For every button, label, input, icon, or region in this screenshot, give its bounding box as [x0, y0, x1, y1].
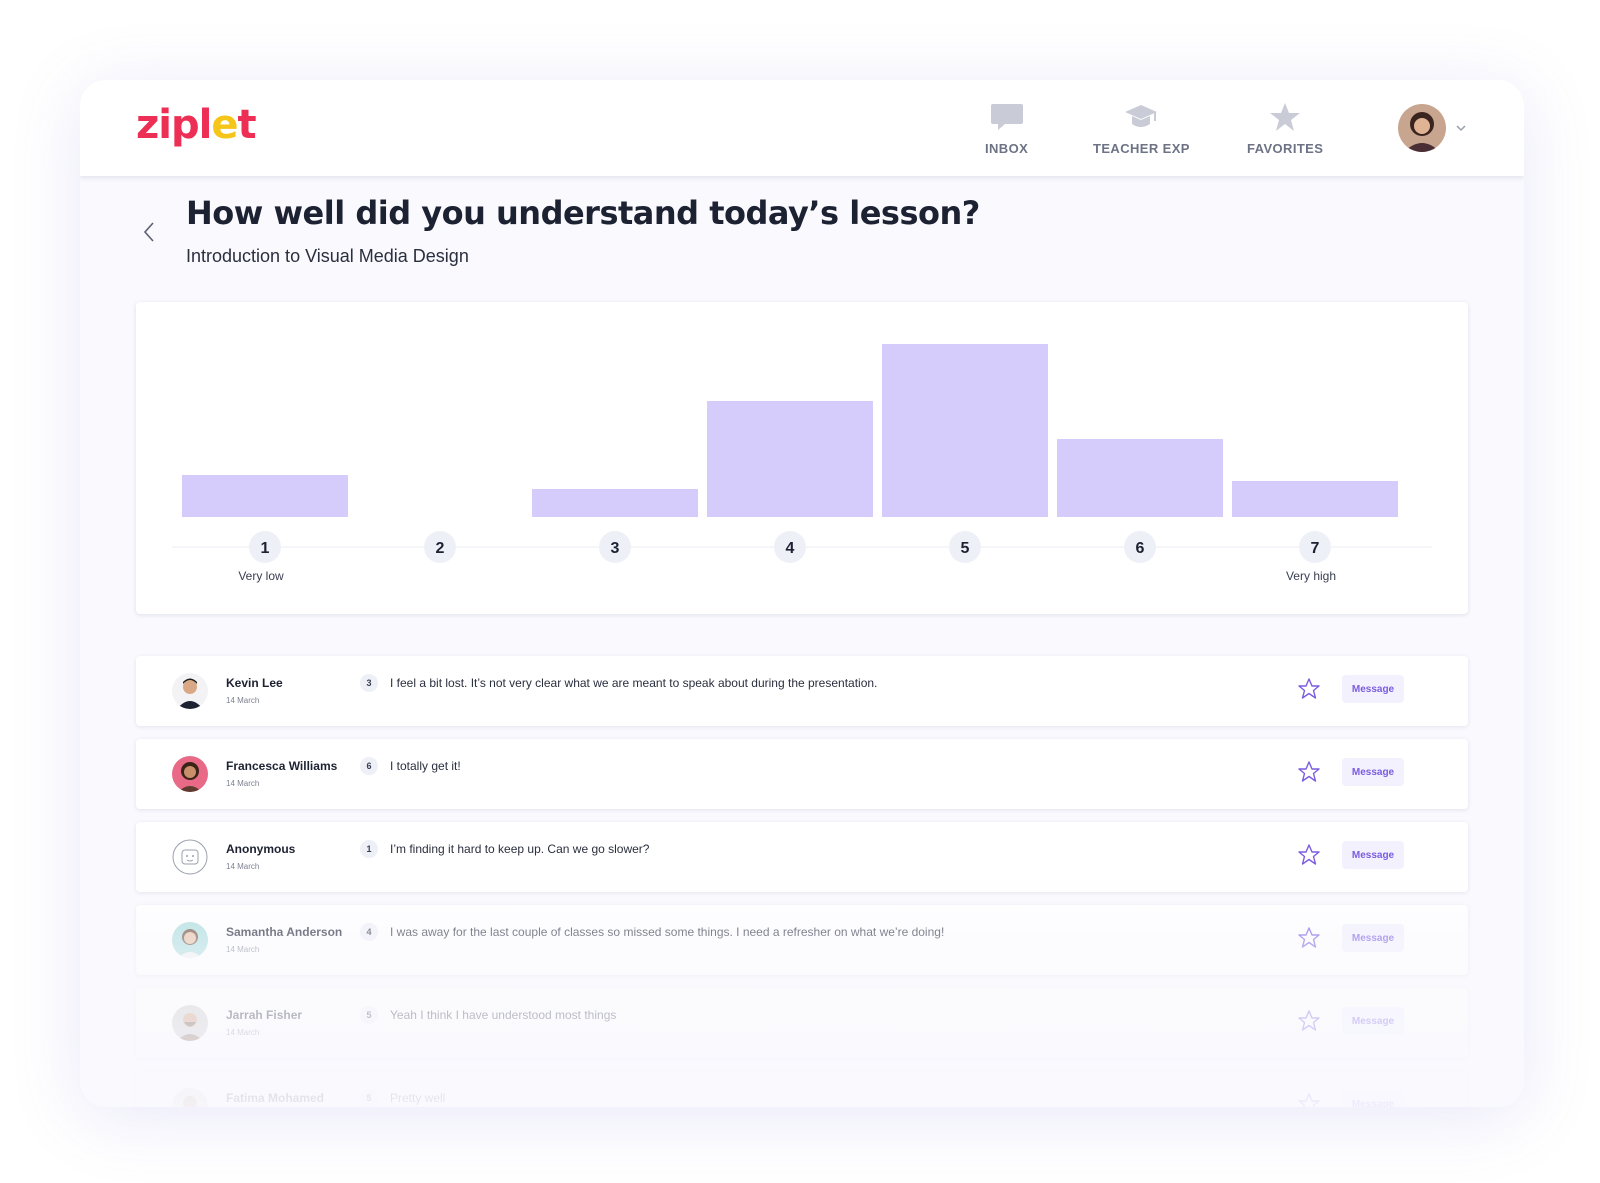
response-row: Samantha Anderson 14 March 4 I was away for…: [136, 905, 1468, 975]
nav-teacher-exp[interactable]: TEACHER EXP: [1093, 102, 1190, 156]
response-date: 14 March: [226, 945, 260, 954]
response-comment: Pretty well: [390, 1091, 446, 1105]
rating-histogram: 1 Very low 2 3 4 5 6 7 Very high: [172, 344, 1432, 583]
message-button[interactable]: Message: [1342, 924, 1404, 952]
scale-label-7: Very high: [1286, 569, 1336, 583]
user-avatar: [1398, 104, 1446, 152]
scale-point-2: [424, 531, 456, 563]
response-list: Kevin Lee 14 March 3 I feel a bit lost. It’…: [136, 656, 1468, 1107]
response-date: 14 March: [226, 1028, 260, 1037]
response-comment: I’m finding it hard to keep up. Can we g…: [390, 842, 650, 856]
response-row: Francesca Williams 14 March 6 I totally get…: [136, 739, 1468, 809]
respondent-avatar: [172, 756, 208, 792]
scale-point-5: [949, 531, 981, 563]
rating-histogram-card: 1 Very low 2 3 4 5 6 7 Very high: [136, 302, 1468, 614]
scale-point-4: [774, 531, 806, 563]
response-date: 14 March: [226, 696, 260, 705]
tick-label-1: 1: [261, 540, 270, 557]
ziplet-logo[interactable]: ziplet: [136, 102, 257, 148]
response-score-badge: 5: [360, 1006, 378, 1024]
respondent-name: Samantha Anderson: [226, 925, 343, 939]
respondent-avatar: [172, 1088, 208, 1107]
bar-5[interactable]: [882, 344, 1048, 517]
respondent-name: Jarrah Fisher: [226, 1008, 303, 1022]
nav-favorites-label: FAVORITES: [1247, 141, 1324, 156]
profile-menu[interactable]: [1398, 104, 1468, 152]
response-row: Fatima Mohamed14 March5Pretty wellMessag…: [136, 1071, 1468, 1107]
logo-accent: e: [211, 102, 238, 148]
response-row: Jarrah Fisher 14 March 5 Yeah I think I hav…: [136, 988, 1468, 1058]
chevron-down-icon: [1456, 125, 1466, 132]
response-score-badge: 5: [360, 1089, 378, 1107]
scale-point-1: [249, 531, 281, 563]
page-title: How well did you understand today’s less…: [186, 194, 980, 232]
tick-label-4: 4: [786, 540, 795, 557]
message-button[interactable]: Message: [1342, 758, 1404, 786]
respondent-avatar: [172, 839, 208, 875]
respondent-name: Francesca Williams: [226, 759, 338, 773]
bar-3[interactable]: [532, 489, 698, 517]
tick-label-3: 3: [611, 540, 620, 557]
nav-inbox[interactable]: INBOX: [985, 102, 1028, 156]
respondent-name: Kevin Lee: [226, 676, 283, 690]
top-navigation-bar: ziplet INBOX TEACHER EXP FAVORITES: [80, 80, 1524, 176]
message-button[interactable]: Message: [1342, 1090, 1404, 1107]
response-row: Anonymous 14 March 1 I’m finding it hard to…: [136, 822, 1468, 892]
favorite-star-icon[interactable]: [1296, 676, 1322, 702]
page-subtitle: Introduction to Visual Media Design: [186, 246, 469, 266]
respondent-avatar: [172, 1005, 208, 1041]
response-comment: I was away for the last couple of classe…: [390, 925, 945, 939]
respondent-name: Fatima Mohamed: [226, 1091, 325, 1105]
chat-bubble-icon: [990, 104, 1023, 130]
bar-4[interactable]: [707, 401, 873, 517]
bar-1[interactable]: [182, 475, 348, 517]
star-icon: [1270, 103, 1301, 131]
message-button[interactable]: Message: [1342, 1007, 1404, 1035]
response-comment: Yeah I think I have understood most thin…: [390, 1008, 617, 1022]
favorite-star-icon[interactable]: [1296, 759, 1322, 785]
nav-favorites[interactable]: FAVORITES: [1247, 102, 1323, 156]
favorite-star-icon[interactable]: [1296, 842, 1322, 868]
bar-7[interactable]: [1232, 481, 1398, 517]
response-comment: I feel a bit lost. It’s not very clear w…: [390, 676, 878, 690]
respondent-avatar: [172, 922, 208, 958]
nav-inbox-label: INBOX: [985, 141, 1029, 156]
favorite-star-icon[interactable]: [1296, 1091, 1322, 1107]
favorite-star-icon[interactable]: [1296, 925, 1322, 951]
respondent-avatar: [172, 673, 208, 709]
scale-point-7: [1299, 531, 1331, 563]
scale-point-3: [599, 531, 631, 563]
response-comment: I totally get it!: [390, 759, 461, 773]
response-date: 14 March: [226, 779, 260, 788]
nav-teacher-exp-label: TEACHER EXP: [1093, 141, 1190, 156]
scale-point-6: [1124, 531, 1156, 563]
response-score-badge: 1: [360, 840, 378, 858]
message-button[interactable]: Message: [1342, 841, 1404, 869]
response-score-badge: 4: [360, 923, 378, 941]
response-score-badge: 3: [360, 674, 378, 692]
tick-label-5: 5: [961, 540, 970, 557]
response-date: 14 March: [226, 862, 260, 871]
message-button[interactable]: Message: [1342, 675, 1404, 703]
scale-label-1: Very low: [238, 569, 284, 583]
tick-label-7: 7: [1311, 540, 1320, 557]
tick-label-6: 6: [1136, 540, 1145, 557]
tick-label-2: 2: [436, 540, 445, 557]
favorite-star-icon[interactable]: [1296, 1008, 1322, 1034]
graduation-cap-icon: [1125, 105, 1158, 127]
response-score-badge: 6: [360, 757, 378, 775]
bar-6[interactable]: [1057, 439, 1223, 517]
respondent-name: Anonymous: [226, 842, 296, 856]
back-arrow-icon[interactable]: [138, 220, 162, 244]
response-row: Kevin Lee 14 March 3 I feel a bit lost. It’…: [136, 656, 1468, 726]
app-window: ziplet INBOX TEACHER EXP FAVORITES: [80, 80, 1524, 1107]
